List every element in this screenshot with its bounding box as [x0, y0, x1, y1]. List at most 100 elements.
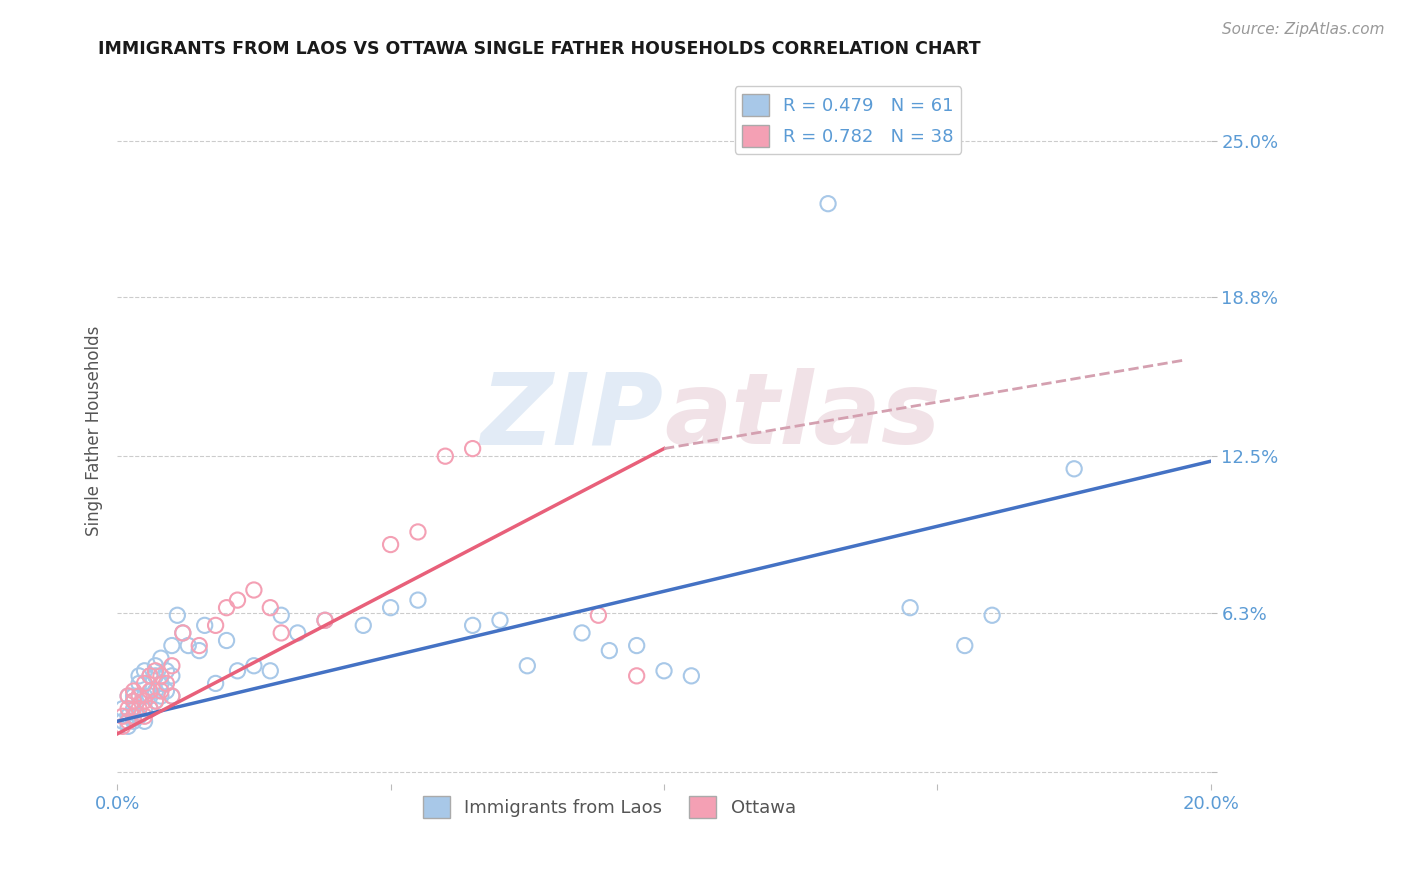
Point	[204, 618, 226, 632]
Point	[571, 626, 593, 640]
Point	[215, 600, 238, 615]
Point	[145, 684, 167, 698]
Point	[139, 701, 162, 715]
Point	[134, 714, 156, 729]
Point	[145, 694, 167, 708]
Point	[128, 669, 150, 683]
Point	[243, 582, 266, 597]
Point	[817, 196, 839, 211]
Point	[588, 608, 610, 623]
Point	[626, 669, 648, 683]
Point	[128, 709, 150, 723]
Point	[128, 689, 150, 703]
Point	[111, 719, 134, 733]
Point	[139, 689, 162, 703]
Point	[194, 618, 217, 632]
Point	[128, 701, 150, 715]
Point	[188, 643, 211, 657]
Point	[981, 608, 1004, 623]
Point	[160, 658, 183, 673]
Point	[155, 676, 177, 690]
Point	[117, 701, 139, 715]
Point	[172, 626, 194, 640]
Text: atlas: atlas	[664, 368, 941, 466]
Point	[898, 600, 921, 615]
Point	[177, 639, 200, 653]
Point	[270, 626, 292, 640]
Point	[117, 709, 139, 723]
Point	[352, 618, 374, 632]
Point	[953, 639, 976, 653]
Point	[434, 449, 457, 463]
Point	[134, 676, 156, 690]
Point	[259, 600, 281, 615]
Text: Source: ZipAtlas.com: Source: ZipAtlas.com	[1222, 22, 1385, 37]
Point	[160, 669, 183, 683]
Point	[122, 694, 145, 708]
Y-axis label: Single Father Households: Single Father Households	[86, 326, 103, 536]
Point	[489, 613, 512, 627]
Point	[128, 676, 150, 690]
Point	[134, 709, 156, 723]
Point	[380, 600, 402, 615]
Text: IMMIGRANTS FROM LAOS VS OTTAWA SINGLE FATHER HOUSEHOLDS CORRELATION CHART: IMMIGRANTS FROM LAOS VS OTTAWA SINGLE FA…	[98, 40, 981, 58]
Point	[117, 689, 139, 703]
Point	[166, 608, 188, 623]
Point	[122, 709, 145, 723]
Point	[270, 608, 292, 623]
Point	[128, 689, 150, 703]
Point	[139, 701, 162, 715]
Point	[149, 684, 172, 698]
Point	[226, 593, 249, 607]
Point	[160, 689, 183, 703]
Point	[122, 701, 145, 715]
Legend: Immigrants from Laos, Ottawa: Immigrants from Laos, Ottawa	[416, 789, 803, 825]
Point	[122, 714, 145, 729]
Point	[139, 684, 162, 698]
Text: ZIP: ZIP	[481, 368, 664, 466]
Point	[134, 694, 156, 708]
Point	[172, 626, 194, 640]
Point	[461, 618, 484, 632]
Point	[149, 676, 172, 690]
Point	[406, 524, 429, 539]
Point	[461, 442, 484, 456]
Point	[204, 676, 226, 690]
Point	[145, 664, 167, 678]
Point	[117, 714, 139, 729]
Point	[139, 669, 162, 683]
Point	[160, 689, 183, 703]
Point	[155, 664, 177, 678]
Point	[134, 689, 156, 703]
Point	[226, 664, 249, 678]
Point	[406, 593, 429, 607]
Point	[598, 643, 620, 657]
Point	[111, 714, 134, 729]
Point	[626, 639, 648, 653]
Point	[155, 684, 177, 698]
Point	[188, 639, 211, 653]
Point	[149, 669, 172, 683]
Point	[149, 689, 172, 703]
Point	[287, 626, 309, 640]
Point	[314, 613, 336, 627]
Point	[117, 719, 139, 733]
Point	[314, 613, 336, 627]
Point	[160, 639, 183, 653]
Point	[139, 669, 162, 683]
Point	[145, 694, 167, 708]
Point	[145, 669, 167, 683]
Point	[122, 689, 145, 703]
Point	[111, 709, 134, 723]
Point	[145, 658, 167, 673]
Point	[243, 658, 266, 673]
Point	[652, 664, 675, 678]
Point	[134, 664, 156, 678]
Point	[380, 537, 402, 551]
Point	[149, 651, 172, 665]
Point	[117, 689, 139, 703]
Point	[111, 701, 134, 715]
Point	[134, 701, 156, 715]
Point	[215, 633, 238, 648]
Point	[681, 669, 703, 683]
